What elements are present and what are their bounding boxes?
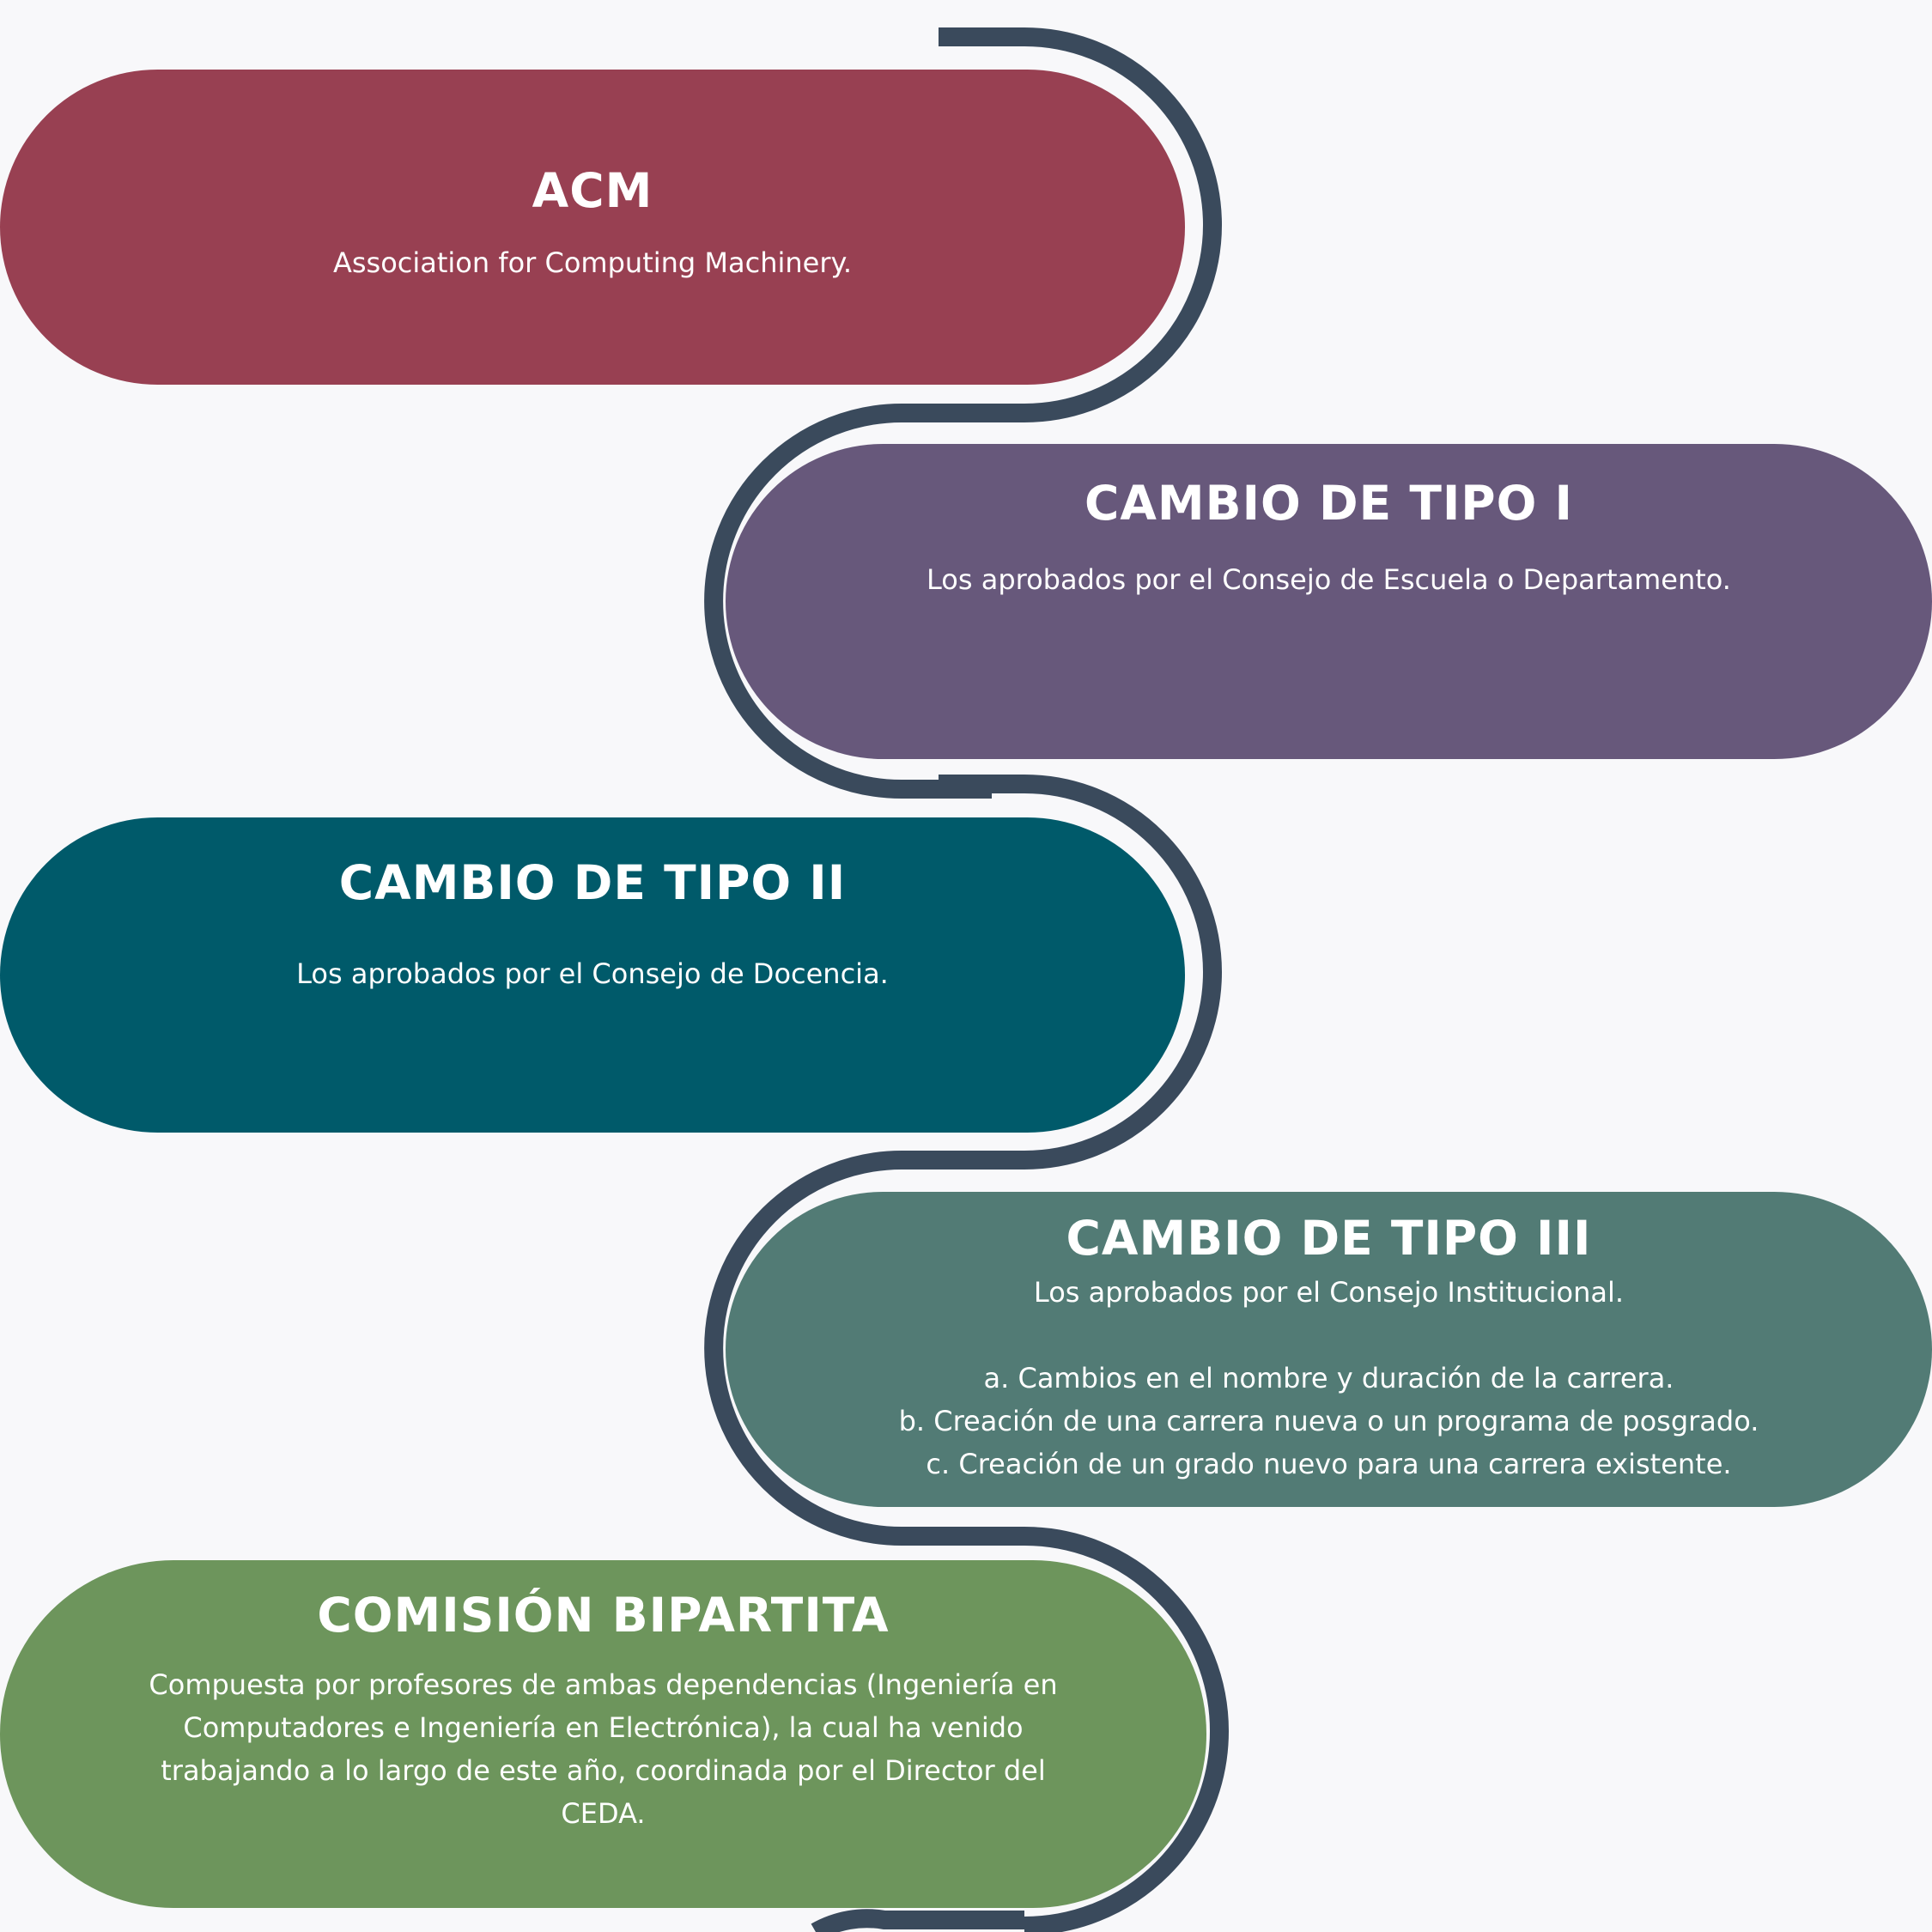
connector-segment-3 bbox=[945, 1527, 1229, 1932]
card-cambio-tipo-3-title: CAMBIO DE TIPO III bbox=[1066, 1211, 1592, 1266]
card-acm-title: ACM bbox=[532, 163, 653, 218]
connector-segment-1 bbox=[704, 27, 1222, 799]
description-line: trabajando a lo largo de este año, coord… bbox=[161, 1754, 1046, 1787]
card-acm: ACM Association for Computing Machinery. bbox=[0, 70, 1185, 385]
card-cambio-tipo-3-description: Los aprobados por el Consejo Institucion… bbox=[726, 1271, 1932, 1485]
card-comision-bipartita: COMISIÓN BIPARTITA Compuesta por profeso… bbox=[0, 1560, 1206, 1908]
card-cambio-tipo-3: CAMBIO DE TIPO III Los aprobados por el … bbox=[726, 1192, 1932, 1507]
card-cambio-tipo-1-description: Los aprobados por el Consejo de Escuela … bbox=[726, 558, 1932, 601]
card-cambio-tipo-2-description: Los aprobados por el Consejo de Docencia… bbox=[0, 952, 1185, 995]
card-comision-bipartita-description: Compuesta por profesores de ambas depend… bbox=[0, 1663, 1206, 1835]
description-line: Compuesta por profesores de ambas depend… bbox=[149, 1668, 1058, 1701]
card-acm-description: Association for Computing Machinery. bbox=[0, 241, 1185, 284]
card-cambio-tipo-1: CAMBIO DE TIPO I Los aprobados por el Co… bbox=[726, 444, 1932, 759]
card-cambio-tipo-1-title: CAMBIO DE TIPO I bbox=[1084, 476, 1573, 531]
description-line: Los aprobados por el Consejo de Docencia… bbox=[296, 957, 889, 990]
connector-segment-2 bbox=[704, 775, 1222, 1546]
description-line: CEDA. bbox=[561, 1797, 646, 1830]
description-line: Computadores e Ingeniería en Electrónica… bbox=[183, 1711, 1024, 1744]
card-cambio-tipo-2: CAMBIO DE TIPO II Los aprobados por el C… bbox=[0, 817, 1185, 1133]
description-line: Association for Computing Machinery. bbox=[332, 246, 853, 279]
card-comision-bipartita-title: COMISIÓN BIPARTITA bbox=[317, 1588, 890, 1643]
description-item-b: b. Creación de una carrera nueva o un pr… bbox=[898, 1405, 1759, 1437]
description-line: Los aprobados por el Consejo de Escuela … bbox=[927, 563, 1731, 596]
description-line: Los aprobados por el Consejo Institucion… bbox=[1033, 1276, 1625, 1309]
card-cambio-tipo-2-title: CAMBIO DE TIPO II bbox=[338, 855, 847, 910]
connector-segment-tail bbox=[811, 1909, 1024, 1932]
description-item-a: a. Cambios en el nombre y duración de la… bbox=[983, 1362, 1674, 1394]
description-item-c: c. Creación de un grado nuevo para una c… bbox=[926, 1448, 1732, 1480]
description-spacer bbox=[726, 1314, 1932, 1357]
